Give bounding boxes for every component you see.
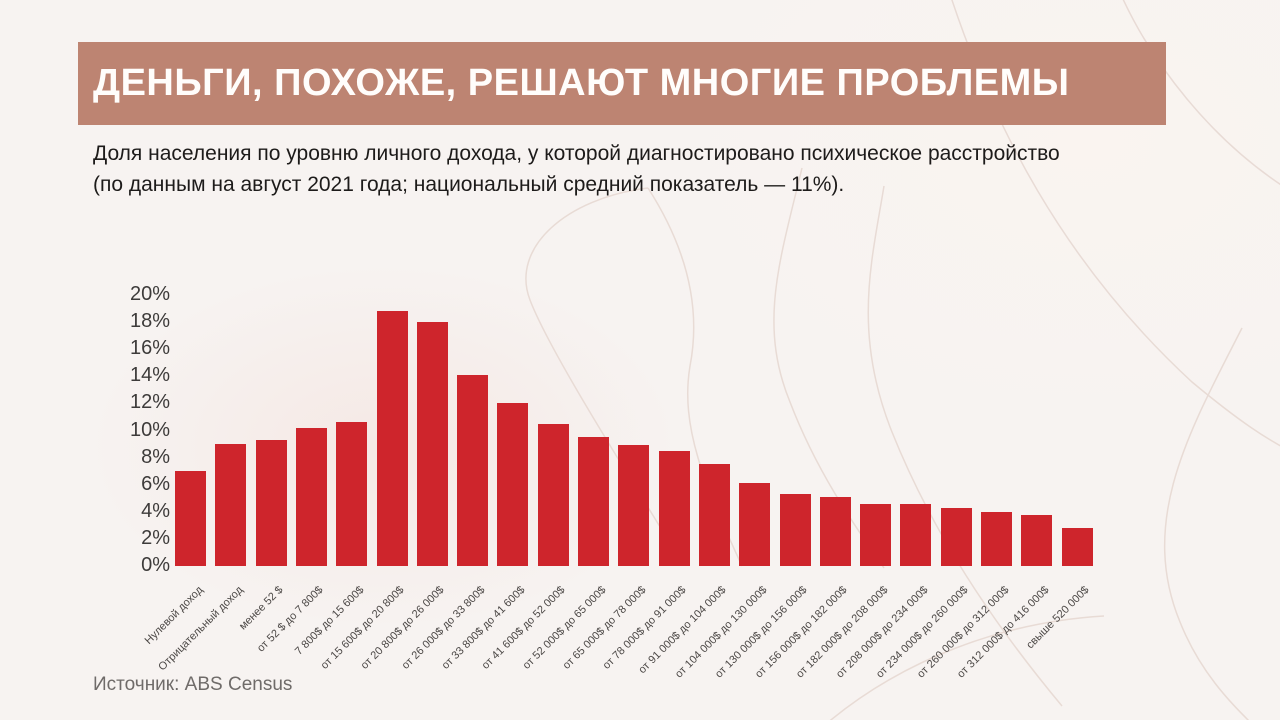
bar-14	[698, 464, 730, 566]
bar-9	[497, 403, 529, 566]
bar-17	[819, 496, 851, 566]
bar-23	[1061, 528, 1093, 566]
subtitle-line-2: (по данным на август 2021 года; национал…	[93, 173, 845, 196]
y-axis-tick-label: 14%	[129, 364, 170, 387]
bar-22	[1021, 514, 1053, 566]
y-axis-tick-label: 12%	[129, 391, 170, 414]
y-axis-tick-label: 10%	[129, 418, 170, 441]
bar-18	[860, 503, 892, 566]
bar-11	[578, 437, 609, 566]
y-axis-tick-label: 20%	[129, 283, 170, 305]
y-axis-tick-label: 8%	[141, 445, 170, 468]
bar-5	[336, 422, 368, 566]
bar-12	[618, 445, 650, 566]
y-axis-tick-label: 2%	[141, 526, 170, 549]
bar-1	[175, 471, 206, 566]
y-axis-tick-label: 18%	[129, 310, 170, 333]
source-label: Источник: ABS Census	[93, 674, 293, 695]
bar-10	[537, 423, 569, 566]
bar-7	[416, 322, 448, 566]
bar-16	[779, 494, 811, 566]
page-title: ДЕНЬГИ, ПОХОЖЕ, РЕШАЮТ МНОГИЕ ПРОБЛЕМЫ	[93, 62, 1070, 104]
y-axis-tick-label: 16%	[129, 337, 170, 360]
bar-21	[981, 511, 1012, 566]
y-axis-tick-label: 0%	[141, 554, 170, 576]
bar-4	[295, 427, 327, 566]
bar-8	[457, 374, 489, 566]
bar-13	[658, 450, 690, 566]
title-banner: ДЕНЬГИ, ПОХОЖЕ, РЕШАЮТ МНОГИЕ ПРОБЛЕМЫ	[78, 42, 1166, 125]
bar-15	[739, 483, 771, 566]
y-axis-tick-label: 4%	[141, 499, 170, 522]
y-axis-tick-label: 6%	[141, 472, 170, 495]
bar-19	[900, 503, 932, 566]
subtitle-line-1: Доля населения по уровню личного дохода,…	[93, 142, 1060, 165]
bar-6	[376, 311, 408, 566]
chart-subtitle: Доля населения по уровню личного дохода,…	[93, 138, 1203, 200]
bar-3	[255, 439, 287, 566]
bar-2	[215, 444, 247, 566]
bar-20	[940, 507, 972, 566]
